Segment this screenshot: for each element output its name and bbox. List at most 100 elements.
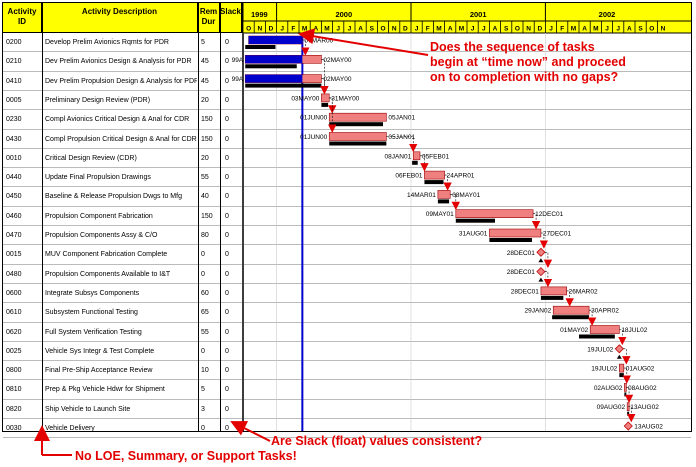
activity-bar[interactable] (328, 132, 387, 141)
slack-cell: 0 (225, 116, 229, 124)
start-date-label: 01JUN00 (300, 115, 327, 122)
activity-id-cell: 0200 (6, 39, 22, 46)
logic-link (623, 348, 627, 364)
activity-bar[interactable] (589, 325, 620, 334)
slack-cell: 0 (225, 77, 229, 85)
activity-description-cell: Prep & Pkg Vehicle Hdwr for Shipment (45, 386, 165, 394)
month-label: J (336, 26, 340, 33)
finish-date-label: 08MAY01 (452, 192, 480, 199)
activity-id-cell: 0800 (6, 367, 22, 375)
activity-description-cell: Dev Prelim Propulsion Design & Analysis … (45, 77, 197, 85)
month-label: M (459, 26, 464, 33)
milestone-marker[interactable] (614, 344, 624, 354)
row-divider (3, 437, 691, 439)
activity-bar[interactable] (552, 305, 590, 315)
activity-description-cell: Compl Propulsion Critical Design & Anal … (45, 135, 197, 143)
month-label: A (448, 26, 453, 33)
start-date-label: 09AUG02 (597, 404, 626, 411)
slack-cell: 0 (225, 425, 229, 432)
activity-bar[interactable] (412, 151, 421, 161)
row-divider (3, 282, 691, 284)
baseline-bar (455, 218, 495, 223)
finish-date-label: 05FEB01 (422, 153, 449, 160)
header-remaining-duration: Rem Dur (198, 3, 220, 33)
month-label: M (302, 26, 307, 33)
progress-bar (248, 36, 303, 44)
slack-cell: 0 (225, 58, 229, 66)
logic-link (626, 387, 630, 402)
activity-bar[interactable] (489, 228, 542, 238)
column-divider (42, 3, 43, 431)
activity-id-cell: 0030 (6, 425, 22, 432)
activity-bar[interactable] (540, 286, 567, 296)
annotation-slack-question: Are Slack (float) values consistent? (271, 434, 483, 448)
logic-link (444, 174, 448, 190)
finish-date-label: 18JUL02 (621, 327, 647, 334)
activity-description-cell: Preliminary Design Review (PDR) (45, 96, 151, 104)
slack-cell: 0 (225, 212, 229, 220)
row-divider (3, 225, 691, 226)
progress-bar (245, 55, 303, 64)
baseline-bar (540, 295, 564, 300)
row-divider (3, 321, 691, 323)
activity-description-cell: Full System Verification Testing (45, 328, 142, 336)
month-label: F (426, 26, 430, 33)
remaining-duration-cell: 0 (201, 425, 205, 432)
logic-link (329, 97, 333, 132)
start-date-label: 09MAY01 (426, 211, 454, 218)
baseline-bar (321, 102, 329, 107)
milestone-marker[interactable] (623, 421, 633, 431)
logic-link (628, 406, 632, 421)
finish-date-label: 05JAN01 (388, 134, 415, 141)
logic-link (566, 290, 570, 306)
month-label: M (436, 26, 441, 33)
month-label: F (291, 26, 295, 33)
row-divider (3, 302, 691, 304)
finish-date-label: 26MAR02 (569, 288, 598, 295)
month-label: O (246, 26, 251, 33)
baseline-bar (245, 64, 297, 69)
finish-date-label: 27DEC01 (543, 231, 572, 238)
milestone-marker[interactable] (536, 267, 546, 277)
activity-bar[interactable] (455, 209, 534, 218)
month-label: A (582, 26, 587, 33)
finish-date-label: 24APR01 (447, 173, 475, 180)
milestone-marker[interactable] (536, 247, 546, 257)
finish-date-label: 13AUG02 (634, 424, 663, 431)
baseline-bar (579, 334, 615, 339)
header-activity-description: Activity Description (42, 3, 198, 33)
finish-date-label: 02MAY00 (323, 57, 351, 64)
activity-id-cell: 0430 (6, 135, 22, 143)
remaining-duration-cell: 5 (201, 39, 205, 46)
start-date-label: 01MAY02 (560, 327, 588, 334)
activity-bar[interactable] (619, 363, 625, 373)
finish-date-label: 30APR02 (591, 308, 619, 315)
year-label: 1999 (251, 10, 268, 19)
start-date-label: 01JUN00 (300, 134, 327, 141)
finish-date-label: 05JAN01 (388, 115, 415, 122)
row-divider (3, 205, 691, 207)
logic-link (533, 213, 537, 228)
slack-cell: 0 (225, 96, 229, 104)
activity-bar[interactable] (328, 112, 387, 122)
remaining-duration-cell: 20 (201, 154, 209, 162)
baseline-milestone (616, 354, 622, 359)
activity-id-cell: 0410 (6, 77, 22, 85)
start-date-label: 29JAN02 (524, 308, 551, 315)
activity-bar[interactable] (424, 170, 445, 180)
activity-description-cell: Ship Vehicle to Launch Site (45, 405, 131, 413)
start-date-label: 99A (232, 76, 244, 83)
year-label: 2002 (599, 10, 616, 19)
remaining-duration-cell: 55 (201, 174, 209, 182)
baseline-milestone (538, 277, 544, 282)
remaining-duration-cell: 40 (201, 193, 209, 201)
activity-bar[interactable] (321, 93, 330, 103)
activity-bar[interactable] (437, 190, 451, 199)
row-divider (3, 109, 691, 111)
slack-cell: 0 (225, 135, 229, 143)
slack-cell: 0 (225, 289, 229, 297)
month-label: J (471, 26, 475, 33)
row-divider (3, 128, 691, 130)
baseline-milestone (538, 258, 544, 263)
remaining-duration-cell: 150 (201, 212, 213, 220)
